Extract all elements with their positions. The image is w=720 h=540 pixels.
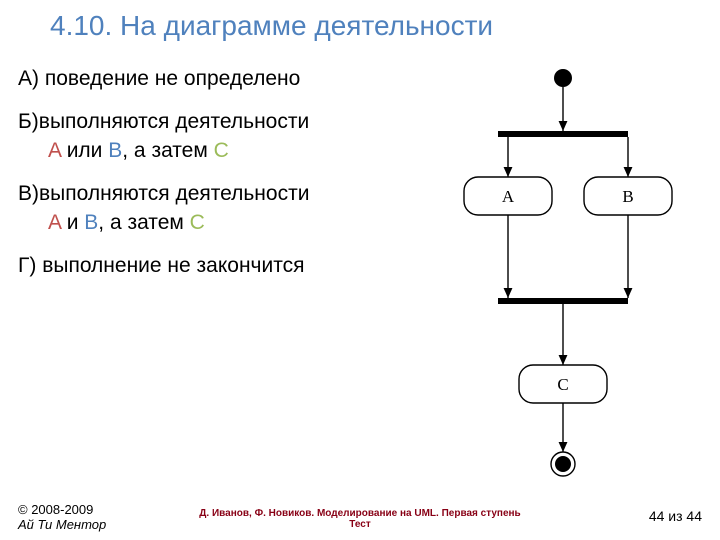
option-v-B: B (84, 211, 98, 234)
option-b-p2: или (61, 139, 108, 162)
option-b: Б)выполняются деятельности A или B, а за… (18, 108, 413, 166)
footer-page-number: 44 из 44 (649, 508, 702, 524)
option-v-A: A (48, 211, 61, 234)
option-a-text: поведение не определено (45, 67, 300, 90)
citation-line1: Д. Иванов, Ф. Новиков. Моделирование на … (0, 508, 720, 519)
option-v-p4: , а затем (98, 211, 189, 234)
answer-options: А) поведение не определено Б)выполняются… (18, 65, 413, 295)
option-v-p0: выполняются деятельности (39, 182, 309, 205)
option-a-letter: А) (18, 67, 39, 90)
option-g: Г) выполнение не закончится (18, 252, 413, 281)
page-sep: из (664, 508, 686, 524)
option-g-text: выполнение не закончится (42, 254, 304, 277)
option-b-C: C (214, 139, 229, 162)
citation-line2: Тест (0, 519, 720, 530)
svg-text:B: B (622, 187, 633, 206)
option-b-letter: Б) (18, 110, 39, 133)
svg-text:A: A (502, 187, 515, 206)
option-v-letter: В) (18, 182, 39, 205)
option-b-p0: выполняются деятельности (39, 110, 309, 133)
option-v: В)выполняются деятельности A и B, а зате… (18, 180, 413, 238)
option-v-p2: и (61, 211, 84, 234)
option-a: А) поведение не определено (18, 65, 413, 94)
title-text: 4.10. На диаграмме деятельности (50, 10, 493, 41)
page-total: 44 (686, 508, 702, 524)
activity-diagram: A B C (418, 56, 708, 496)
option-b-A: A (48, 139, 61, 162)
option-g-letter: Г) (18, 254, 36, 277)
slide-title: 4.10. На диаграмме деятельности (50, 10, 700, 42)
option-b-B: B (108, 139, 122, 162)
footer-citation: Д. Иванов, Ф. Новиков. Моделирование на … (0, 508, 720, 530)
option-b-p4: , а затем (122, 139, 213, 162)
page-current: 44 (649, 508, 665, 524)
svg-text:C: C (557, 375, 568, 394)
option-v-C: C (190, 211, 205, 234)
